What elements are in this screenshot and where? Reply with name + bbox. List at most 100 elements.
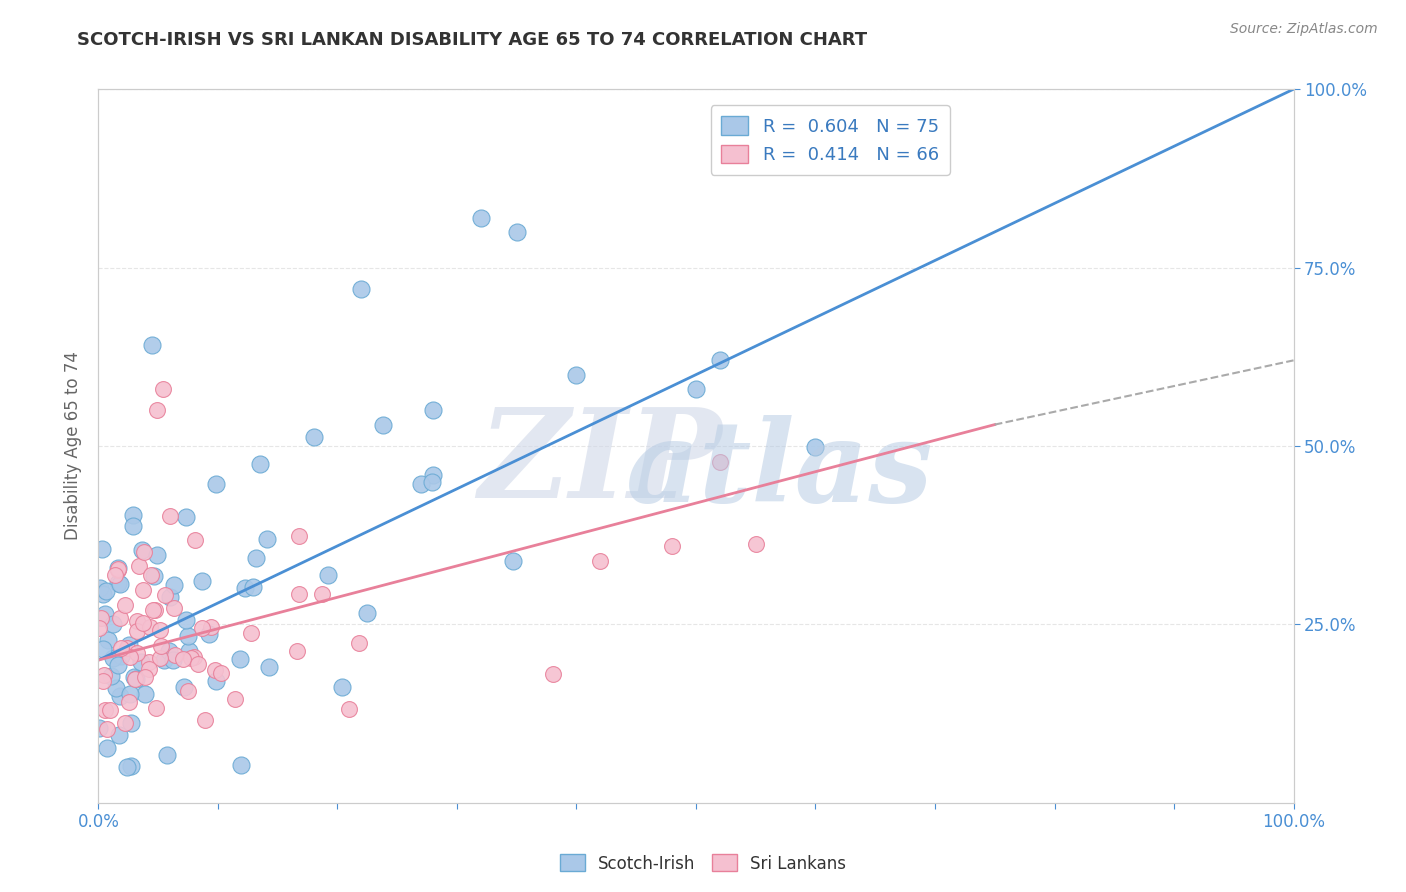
Point	[94, 583, 117, 598]
Point	[174, 510, 197, 524]
Point	[107, 563, 129, 577]
Point	[229, 652, 252, 666]
Point	[661, 539, 683, 553]
Point	[685, 382, 707, 396]
Point	[134, 545, 156, 559]
Point	[114, 715, 136, 730]
Point	[285, 644, 308, 658]
Point	[104, 568, 127, 582]
Point	[197, 627, 219, 641]
Point	[118, 649, 141, 664]
Point	[96, 722, 118, 736]
Text: Source: ZipAtlas.com: Source: ZipAtlas.com	[1230, 22, 1378, 37]
Point	[205, 673, 228, 688]
Legend: Scotch-Irish, Sri Lankans: Scotch-Irish, Sri Lankans	[553, 847, 853, 880]
Point	[422, 475, 444, 490]
Point	[125, 646, 148, 660]
Point	[110, 648, 132, 663]
Point	[142, 569, 165, 583]
Point	[183, 533, 205, 548]
Y-axis label: Disability Age 65 to 74: Disability Age 65 to 74	[65, 351, 83, 541]
Point	[256, 532, 278, 546]
Point	[191, 574, 214, 588]
Point	[107, 562, 129, 576]
Point	[177, 683, 200, 698]
Point	[288, 529, 311, 543]
Point	[159, 590, 181, 604]
Point	[108, 728, 131, 742]
Point	[239, 625, 262, 640]
Point	[224, 692, 246, 706]
Point	[134, 669, 156, 683]
Point	[470, 211, 492, 225]
Point	[589, 554, 612, 568]
Point	[565, 368, 588, 382]
Text: atlas: atlas	[626, 416, 934, 526]
Point	[96, 740, 118, 755]
Point	[245, 550, 267, 565]
Point	[125, 672, 148, 686]
Point	[118, 687, 141, 701]
Point	[191, 621, 214, 635]
Point	[100, 669, 122, 683]
Point	[177, 628, 200, 642]
Point	[180, 651, 202, 665]
Point	[173, 680, 195, 694]
Point	[101, 651, 124, 665]
Point	[145, 701, 167, 715]
Point	[541, 667, 564, 681]
Point	[122, 508, 145, 523]
Point	[152, 382, 174, 396]
Point	[157, 644, 180, 658]
Point	[804, 440, 827, 454]
Point	[89, 581, 111, 595]
Point	[162, 653, 184, 667]
Point	[163, 578, 186, 592]
Point	[204, 476, 226, 491]
Point	[356, 606, 378, 620]
Point	[122, 670, 145, 684]
Point	[97, 633, 120, 648]
Point	[409, 477, 432, 491]
Point	[108, 576, 131, 591]
Point	[172, 652, 194, 666]
Point	[110, 640, 132, 655]
Point	[745, 537, 768, 551]
Point	[242, 580, 264, 594]
Point	[141, 568, 163, 582]
Point	[200, 620, 222, 634]
Point	[249, 458, 271, 472]
Point	[257, 660, 280, 674]
Point	[139, 620, 162, 634]
Point	[138, 655, 160, 669]
Point	[124, 673, 146, 687]
Point	[120, 759, 142, 773]
Point	[107, 560, 129, 574]
Point	[132, 615, 155, 630]
Point	[114, 598, 136, 612]
Point	[110, 611, 132, 625]
Point	[91, 642, 114, 657]
Point	[127, 624, 149, 638]
Text: ZIP: ZIP	[478, 403, 723, 524]
Point	[209, 665, 232, 680]
Point	[204, 663, 226, 677]
Point	[115, 760, 138, 774]
Point	[187, 657, 209, 671]
Point	[311, 587, 333, 601]
Point	[153, 588, 176, 602]
Point	[132, 583, 155, 598]
Point	[422, 467, 444, 482]
Point	[709, 455, 731, 469]
Point	[127, 614, 149, 628]
Point	[91, 674, 114, 689]
Point	[91, 587, 114, 601]
Point	[159, 509, 181, 524]
Point	[107, 575, 129, 590]
Point	[108, 689, 131, 703]
Point	[149, 623, 172, 637]
Point	[288, 587, 311, 601]
Point	[229, 758, 252, 772]
Point	[87, 621, 110, 635]
Point	[350, 282, 373, 296]
